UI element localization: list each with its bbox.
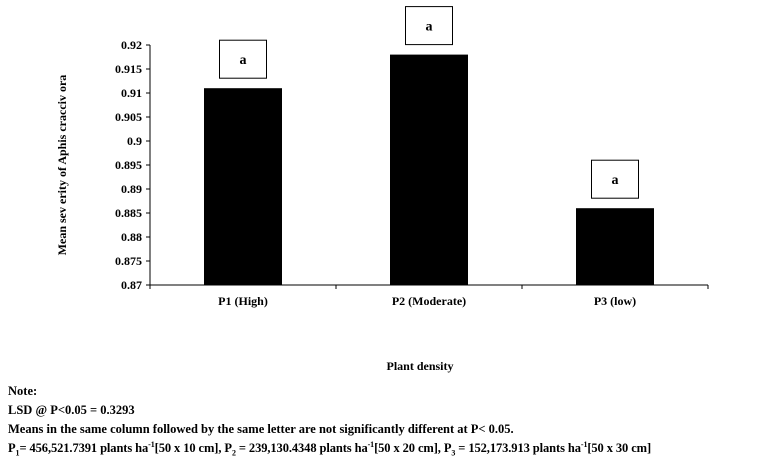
axes: 0.87 0.875 0.88 0.885 0.89 0.895 0.9 0.905 0.91 0… — [115, 38, 709, 308]
y-tick-label: 0.87 — [121, 278, 142, 292]
density-sub: 1 — [15, 448, 20, 458]
density-label: P — [224, 441, 232, 455]
significance-box — [405, 6, 453, 46]
density-spacing: [50 x 20 cm], — [374, 441, 444, 455]
y-tick-label: 0.895 — [115, 158, 142, 172]
significance-letter: a — [612, 173, 619, 188]
bar — [204, 88, 282, 285]
y-tick-label: 0.88 — [121, 230, 142, 244]
density-sub: 2 — [231, 448, 236, 458]
y-axis-label: Mean sev erity of Aphis cracciv ora — [55, 75, 69, 256]
density-sup: -1 — [148, 439, 155, 449]
notes: Note: LSD @ P<0.05 = 0.3293 Means in the… — [8, 382, 651, 458]
note-densities: P1= 456,521.7391 plants ha-1[50 x 10 cm]… — [8, 439, 651, 458]
density-value: = 152,173.913 plants ha — [455, 441, 581, 455]
significance-letter: a — [426, 20, 433, 35]
bar-chart: 0.87 0.875 0.88 0.885 0.89 0.895 0.9 0.905 0.91 0… — [55, 6, 709, 373]
significance-letter: a — [240, 53, 247, 68]
x-axis-label: Plant density — [386, 359, 453, 373]
note-means: Means in the same column followed by the… — [8, 422, 514, 436]
x-tick-label: P3 (low) — [594, 294, 636, 308]
note-heading: Note: — [8, 384, 38, 398]
density-spacing: [50 x 10 cm], — [154, 441, 225, 455]
x-tick-label: P1 (High) — [218, 294, 268, 308]
y-tick-label: 0.875 — [115, 254, 142, 268]
y-tick-label: 0.915 — [115, 62, 142, 76]
note-lsd: LSD @ P<0.05 = 0.3293 — [8, 403, 135, 417]
y-tick-label: 0.905 — [115, 110, 142, 124]
y-tick-label: 0.89 — [121, 182, 142, 196]
bars: a a a — [204, 6, 654, 285]
density-value: = 456,521.7391 plants ha — [19, 441, 149, 455]
density-sup: -1 — [367, 439, 375, 449]
density-value: = 239,130.4348 plants ha — [235, 441, 368, 455]
y-tick-label: 0.91 — [121, 86, 142, 100]
significance-box — [219, 39, 267, 79]
significance-box — [591, 159, 639, 199]
bar — [576, 208, 654, 285]
density-spacing: [50 x 30 cm] — [587, 441, 652, 455]
y-tick-label: 0.92 — [121, 38, 142, 52]
y-tick-label: 0.9 — [127, 134, 142, 148]
bar — [390, 54, 468, 285]
density-sub: 3 — [451, 448, 456, 458]
y-tick-label: 0.885 — [115, 206, 142, 220]
density-label: P — [8, 441, 16, 455]
density-label: P — [443, 441, 452, 455]
density-sup: -1 — [580, 439, 588, 449]
x-tick-label: P2 (Moderate) — [392, 294, 466, 308]
